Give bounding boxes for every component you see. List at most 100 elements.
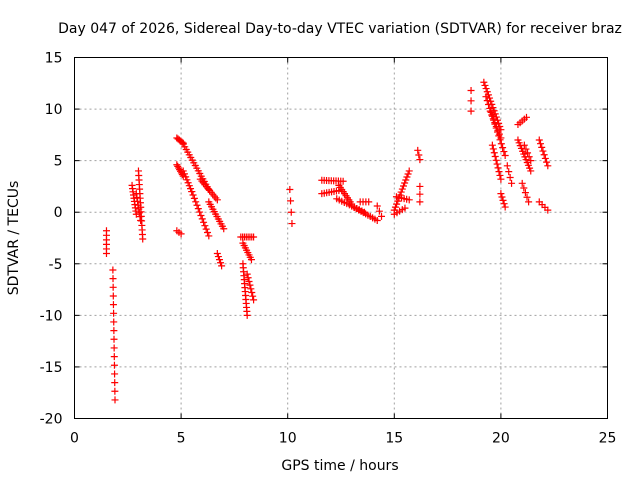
data-points	[102, 78, 552, 404]
data-point	[500, 148, 508, 156]
data-point	[137, 216, 145, 224]
axis-ticks: 0 5 10 15 20 25 -20 -15 -10 -5 0 5 10 15	[40, 51, 617, 447]
data-point	[244, 274, 252, 282]
data-point	[246, 281, 254, 289]
data-point	[393, 200, 401, 208]
data-point	[538, 143, 546, 151]
data-point	[483, 97, 491, 105]
data-point	[110, 318, 118, 326]
data-point	[184, 179, 192, 187]
data-point	[522, 113, 530, 121]
data-point	[490, 149, 498, 157]
data-point	[204, 229, 212, 237]
x-tick-label: 25	[599, 431, 617, 447]
data-point	[394, 197, 402, 205]
data-point	[488, 141, 496, 149]
data-point	[494, 164, 502, 172]
data-point	[373, 202, 381, 210]
data-point	[416, 156, 424, 164]
y-tick-label: 0	[54, 205, 63, 221]
data-point	[401, 179, 409, 187]
data-point	[501, 151, 509, 159]
data-point	[287, 208, 295, 216]
data-point	[286, 186, 294, 194]
data-point	[499, 196, 507, 204]
data-point	[189, 191, 197, 199]
data-point	[177, 230, 185, 238]
data-point	[495, 130, 503, 138]
data-point	[491, 119, 499, 127]
data-point	[525, 153, 533, 161]
data-point	[500, 200, 508, 208]
data-point	[190, 194, 198, 202]
data-point	[521, 189, 529, 197]
data-point	[481, 81, 489, 89]
data-point	[416, 182, 424, 190]
data-point	[503, 162, 511, 170]
data-point	[202, 225, 210, 233]
data-point	[399, 182, 407, 190]
data-point	[415, 151, 423, 159]
data-point	[133, 193, 141, 201]
data-point	[544, 206, 552, 214]
data-point	[527, 167, 535, 175]
data-point	[391, 203, 399, 211]
data-point	[494, 126, 502, 134]
data-point	[193, 201, 201, 209]
data-point	[489, 145, 497, 153]
data-point	[505, 168, 513, 176]
data-point	[497, 175, 505, 183]
data-point	[109, 292, 117, 300]
data-point	[136, 213, 144, 221]
x-tick-label: 0	[70, 431, 79, 447]
data-point	[492, 156, 500, 164]
data-point	[110, 309, 118, 317]
y-tick-label: -15	[40, 360, 63, 376]
data-point	[373, 216, 381, 224]
data-point	[187, 185, 195, 193]
x-tick-label: 5	[177, 431, 186, 447]
data-point	[491, 153, 499, 161]
data-point	[213, 249, 221, 257]
data-point	[200, 218, 208, 226]
data-point	[404, 170, 412, 178]
data-point	[111, 387, 119, 395]
data-point	[134, 201, 142, 209]
data-point	[405, 167, 413, 175]
data-point	[543, 158, 551, 166]
data-point	[520, 184, 528, 192]
data-point	[544, 162, 552, 170]
data-point	[483, 88, 491, 96]
data-point	[287, 197, 295, 205]
x-tick-label: 20	[492, 431, 510, 447]
y-tick-label: -10	[40, 308, 63, 324]
y-axis-label: SDTVAR / TECUs	[6, 181, 22, 296]
data-point	[102, 249, 110, 257]
data-point	[499, 144, 507, 152]
data-point	[493, 160, 501, 168]
data-point	[111, 396, 119, 404]
data-point	[179, 167, 187, 175]
data-point	[185, 182, 193, 190]
data-point	[111, 379, 119, 387]
data-point	[527, 157, 535, 165]
data-point	[215, 256, 223, 264]
data-point	[524, 149, 532, 157]
data-point	[243, 311, 251, 319]
data-point	[540, 151, 548, 159]
y-tick-label: 15	[45, 51, 63, 67]
data-point	[536, 140, 544, 148]
data-point	[405, 196, 413, 204]
data-point	[416, 190, 424, 198]
data-point	[205, 232, 213, 240]
data-point	[217, 259, 225, 267]
data-point	[414, 146, 422, 154]
data-point	[496, 171, 504, 179]
data-point	[214, 253, 222, 261]
data-point	[249, 292, 257, 300]
data-point	[110, 335, 118, 343]
data-point	[135, 205, 143, 213]
data-point	[402, 176, 410, 184]
data-point	[198, 215, 206, 223]
